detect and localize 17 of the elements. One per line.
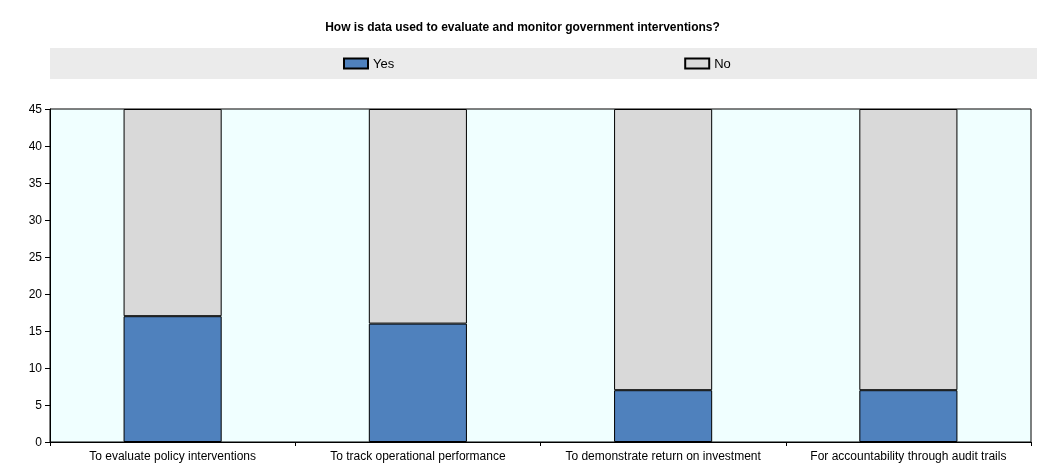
- chart-title: How is data used to evaluate and monitor government interventions?: [325, 20, 720, 34]
- x-tick-label: To track operational performance: [330, 449, 506, 463]
- y-tick-label: 0: [35, 435, 43, 449]
- x-tick-label: For accountability through audit trails: [810, 449, 1007, 463]
- y-tick-label: 35: [28, 176, 43, 190]
- y-tick-label: 25: [28, 250, 43, 264]
- y-tick-label: 15: [28, 324, 43, 338]
- y-tick-label: 20: [28, 287, 43, 301]
- x-tick-label: To demonstrate return on investment: [565, 449, 762, 463]
- y-tick-label: 45: [28, 102, 43, 116]
- x-tick-label: To evaluate policy interventions: [89, 449, 257, 463]
- legend-label: No: [714, 56, 731, 71]
- y-tick-label: 30: [28, 213, 43, 227]
- legend-label: Yes: [373, 56, 395, 71]
- y-tick-label: 5: [35, 398, 43, 412]
- y-tick-label: 40: [28, 139, 43, 153]
- y-tick-label: 10: [28, 361, 43, 375]
